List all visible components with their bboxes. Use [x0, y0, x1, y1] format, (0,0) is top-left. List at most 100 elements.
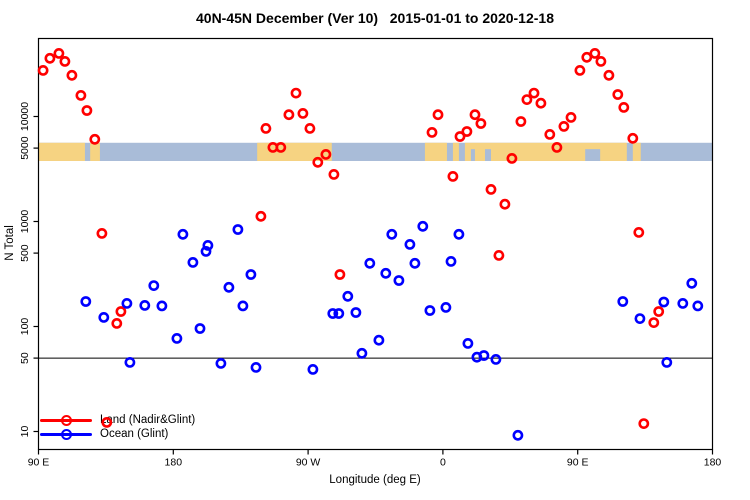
data-point	[485, 183, 497, 195]
data-point	[290, 87, 302, 99]
data-point	[237, 300, 249, 312]
legend-label: Ocean (Glint)	[100, 428, 169, 440]
data-point	[409, 257, 421, 269]
data-point	[356, 347, 368, 359]
data-point	[200, 245, 212, 257]
data-point	[156, 300, 168, 312]
data-point	[255, 210, 267, 222]
data-point	[686, 277, 698, 289]
data-point	[327, 308, 339, 319]
data-point	[96, 227, 108, 239]
data-point	[453, 228, 465, 240]
data-point	[454, 131, 466, 142]
data-point	[333, 308, 345, 319]
data-point	[283, 109, 295, 121]
map-ocean-patch	[484, 149, 491, 161]
x-tick-label: 90 E	[567, 457, 589, 469]
data-point	[37, 65, 49, 76]
data-point	[342, 290, 354, 302]
data-point	[515, 116, 527, 127]
data-point	[53, 48, 65, 59]
data-point	[380, 267, 392, 279]
data-point	[364, 257, 376, 269]
data-point	[461, 126, 473, 137]
data-point	[475, 118, 487, 129]
y-tick-label: 500	[19, 244, 31, 262]
x-tick-label: 0	[440, 457, 446, 469]
y-tick-label: 10000	[19, 102, 31, 131]
y-tick-label: 100	[19, 318, 31, 336]
data-point	[304, 122, 316, 134]
data-point	[417, 220, 429, 232]
data-point	[98, 311, 110, 323]
data-point	[589, 48, 601, 59]
ocean-series	[80, 220, 704, 441]
data-point	[462, 337, 474, 349]
data-point	[627, 132, 639, 144]
map-ocean-patch	[470, 149, 475, 161]
x-axis: 90 E 180 90 W 0 90 E 180	[28, 449, 722, 469]
data-point	[493, 249, 505, 261]
data-point	[350, 307, 362, 318]
data-point	[490, 353, 502, 365]
world-map-strip	[38, 142, 713, 161]
data-point	[426, 126, 438, 138]
data-point	[633, 226, 645, 238]
data-point	[194, 323, 206, 334]
data-point	[404, 238, 416, 250]
data-point	[66, 69, 78, 81]
data-point	[535, 97, 547, 109]
data-point	[44, 52, 56, 64]
data-point	[661, 356, 673, 368]
data-point	[245, 269, 257, 280]
y-tick-label: 50	[19, 352, 31, 364]
x-tick-label: 180	[704, 457, 722, 469]
data-point	[447, 170, 459, 182]
data-point	[250, 361, 262, 373]
data-point	[307, 363, 319, 375]
x-tick-label: 90 E	[28, 457, 50, 469]
x-tick-label: 180	[165, 457, 183, 469]
legend-marker-icon	[40, 428, 92, 440]
data-point	[574, 65, 586, 76]
data-point	[617, 296, 629, 307]
data-point	[612, 89, 624, 100]
y-tick-label: 1000	[19, 210, 31, 234]
data-point	[111, 317, 123, 329]
data-point	[223, 281, 235, 293]
data-point	[328, 168, 340, 180]
data-point	[478, 350, 490, 361]
data-point	[432, 109, 444, 121]
data-point	[232, 224, 244, 235]
data-point	[59, 56, 71, 67]
data-point	[544, 128, 556, 140]
data-point	[469, 109, 481, 121]
data-point	[551, 141, 563, 153]
legend-label: Land (Nadir&Glint)	[100, 414, 196, 426]
data-point	[445, 255, 457, 267]
data-point	[634, 313, 646, 324]
data-point	[658, 296, 670, 308]
data-point	[148, 280, 160, 291]
map-ocean-patch	[585, 149, 601, 161]
data-point	[603, 69, 615, 81]
data-point	[171, 332, 183, 344]
map-land-segment	[452, 142, 459, 161]
data-point	[638, 418, 650, 429]
data-point	[581, 51, 593, 63]
data-point	[124, 356, 136, 368]
data-point	[121, 297, 133, 309]
data-point	[558, 121, 570, 132]
data-point	[692, 300, 704, 312]
data-point	[506, 152, 518, 164]
data-point	[187, 256, 199, 268]
data-point	[677, 297, 689, 309]
data-point	[424, 305, 436, 316]
data-point	[80, 296, 92, 307]
data-point	[393, 275, 405, 286]
chart-legend: Land (Nadir&Glint) Ocean (Glint)	[40, 413, 195, 441]
data-point	[312, 156, 324, 168]
data-point	[618, 102, 630, 113]
data-point	[215, 357, 227, 369]
data-point	[177, 228, 189, 240]
